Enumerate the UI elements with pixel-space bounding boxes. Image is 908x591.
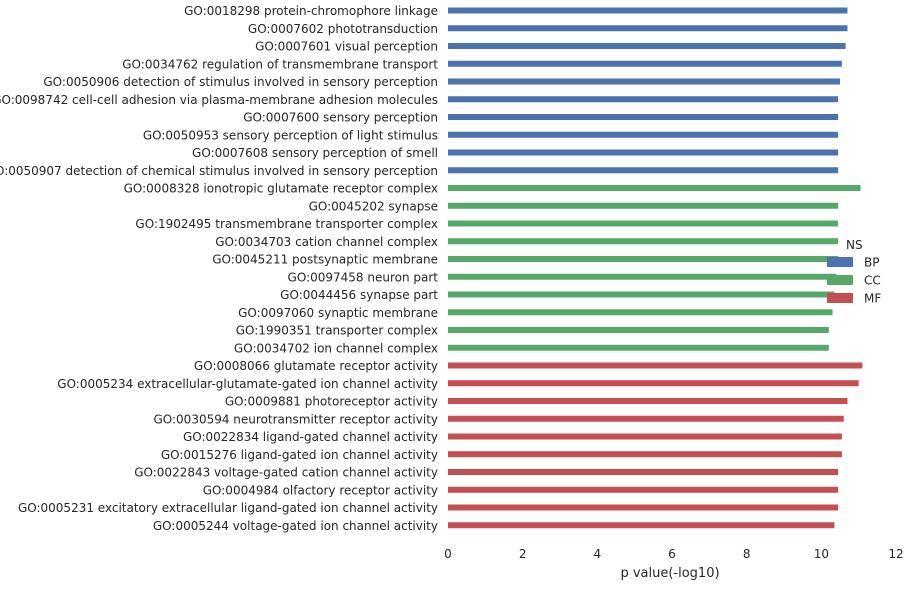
bar-bp	[448, 149, 839, 156]
category-label: GO:0007600 sensory perception	[243, 111, 438, 125]
bar-mf	[448, 433, 842, 440]
bar-cc	[448, 309, 833, 316]
category-label: GO:0004984 olfactory receptor activity	[203, 483, 438, 497]
x-tick-label: 12	[888, 547, 903, 561]
bar-bp	[448, 114, 839, 120]
legend-swatch-bp	[827, 257, 853, 267]
x-tick-label: 2	[519, 547, 527, 561]
category-label: GO:0050906 detection of stimulus involve…	[43, 75, 438, 89]
bar-bp	[448, 60, 842, 67]
bar-cc	[448, 185, 861, 191]
bar-mf	[448, 504, 839, 511]
bar-mf	[448, 380, 859, 387]
category-label: GO:0008066 glutamate receptor activity	[194, 359, 438, 373]
category-label: GO:0007608 sensory perception of smell	[192, 146, 438, 160]
bar-bp	[448, 167, 839, 174]
category-labels: GO:0018298 protein-chromophore linkage GO…	[0, 4, 438, 533]
category-label: GO:0005231 excitatory extracellular liga…	[18, 501, 438, 515]
bar-cc	[448, 220, 839, 227]
category-label: GO:0008328 ionotropic glutamate receptor…	[124, 182, 438, 196]
bar-mf	[448, 362, 863, 369]
category-label: GO:0034703 cation channel complex	[215, 235, 438, 249]
category-label: GO:0098742 cell-cell adhesion via plasma…	[0, 93, 438, 107]
bar-mf	[448, 469, 839, 475]
category-label: GO:1990351 transporter complex	[236, 324, 438, 338]
category-label: GO:0005234 extracellular-glutamate-gated…	[57, 377, 438, 391]
legend-title: NS	[846, 238, 863, 252]
bar-cc	[448, 238, 839, 245]
x-axis: 0 2 4 6 8 10 12	[444, 547, 903, 561]
bar-mf	[448, 522, 835, 529]
legend-swatch-cc	[827, 275, 853, 285]
category-label: GO:0034702 ion channel complex	[234, 341, 438, 355]
x-tick-label: 10	[814, 547, 829, 561]
legend-swatch-mf	[827, 293, 853, 303]
bar-cc	[448, 344, 829, 351]
category-label: GO:0034762 regulation of transmembrane t…	[122, 57, 438, 71]
category-label: GO:0005244 voltage-gated ion channel act…	[153, 519, 438, 533]
bar-bp	[448, 43, 846, 49]
category-label: GO:0050953 sensory perception of light s…	[143, 128, 438, 142]
bar-mf	[448, 398, 848, 404]
category-label: GO:0030594 neurotransmitter receptor act…	[153, 412, 438, 426]
bar-bp	[448, 25, 848, 32]
category-label: GO:0050907 detection of chemical stimulu…	[0, 164, 438, 178]
category-label: GO:0009881 photoreceptor activity	[225, 395, 438, 409]
category-label: GO:0097458 neuron part	[288, 270, 439, 284]
bar-mf	[448, 486, 839, 493]
category-label: GO:0022843 voltage-gated cation channel …	[134, 466, 438, 480]
legend-label-bp: BP	[864, 256, 879, 270]
x-tick-label: 8	[743, 547, 751, 561]
bar-bp	[448, 131, 839, 138]
x-tick-label: 4	[594, 547, 602, 561]
bar-cc	[448, 202, 839, 209]
legend: NS BP CC MF	[827, 238, 881, 306]
bar-cc	[448, 291, 835, 298]
bar-bp	[448, 7, 848, 14]
bar-cc	[448, 256, 839, 262]
legend-label-cc: CC	[864, 274, 881, 288]
category-label: GO:0022834 ligand-gated channel activity	[183, 430, 438, 444]
category-label: GO:0044456 synapse part	[280, 288, 438, 302]
x-tick-label: 0	[444, 547, 452, 561]
category-label: GO:0045211 postsynaptic membrane	[212, 253, 438, 267]
legend-label-mf: MF	[864, 292, 881, 306]
category-label: GO:0097060 synaptic membrane	[238, 306, 438, 320]
x-axis-label: p value(-log10)	[620, 566, 719, 581]
category-label: GO:1902495 transmembrane transporter com…	[135, 217, 438, 231]
category-label: GO:0045202 synapse	[309, 199, 438, 213]
bar-mf	[448, 451, 842, 458]
bars-layer	[448, 7, 863, 529]
category-label: GO:0007601 visual perception	[255, 40, 438, 54]
bar-cc	[448, 327, 829, 333]
category-label: GO:0015276 ligand-gated ion channel acti…	[161, 448, 438, 462]
category-label: GO:0007602 phototransduction	[248, 22, 438, 36]
bar-bp	[448, 96, 839, 103]
category-label: GO:0018298 protein-chromophore linkage	[184, 4, 438, 18]
bar-mf	[448, 415, 844, 422]
x-tick-label: 6	[668, 547, 676, 561]
bar-cc	[448, 273, 837, 280]
bar-bp	[448, 78, 840, 85]
